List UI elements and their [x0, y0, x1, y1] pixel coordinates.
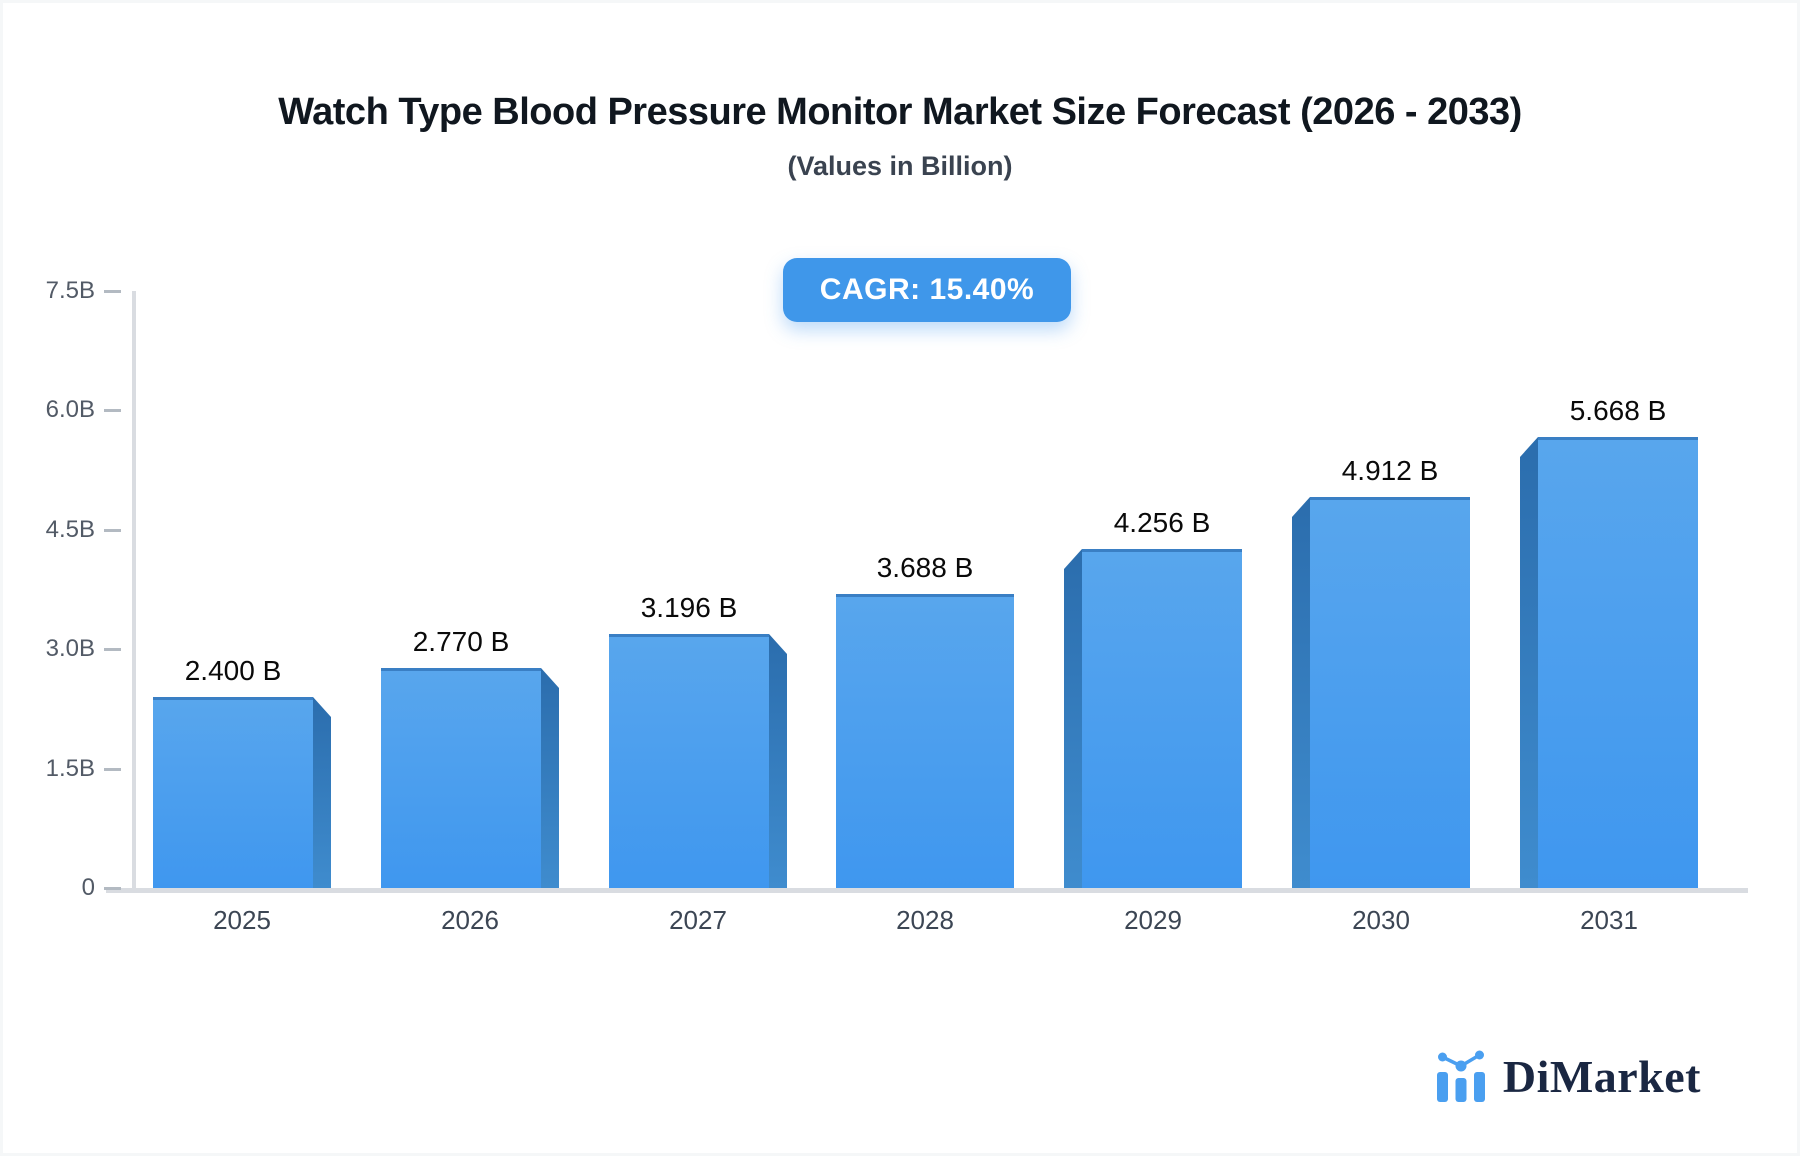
y-axis-tick-label: 0	[81, 874, 95, 901]
bar-2027[interactable]	[609, 634, 787, 888]
bar-face[interactable]	[381, 668, 541, 888]
y-axis-tick-mark	[104, 767, 121, 771]
bar-value-label: 3.688 B	[876, 552, 974, 583]
bar-face[interactable]	[1082, 549, 1242, 888]
bar-2026[interactable]	[381, 668, 559, 888]
y-axis-tick-label: 4.5B	[45, 515, 95, 543]
bar-face[interactable]	[836, 594, 1014, 888]
bar-face[interactable]	[609, 634, 769, 888]
bar-side-panel	[313, 697, 331, 888]
bar-2025[interactable]	[153, 697, 331, 888]
bar-side-panel	[541, 668, 559, 888]
y-axis-tick-mark	[104, 528, 121, 532]
bar-2030[interactable]	[1292, 497, 1470, 888]
y-axis-tick-mark	[104, 887, 121, 890]
bar-side-panel	[1064, 549, 1082, 888]
bar-face[interactable]	[1538, 437, 1698, 888]
x-axis-label-2026: 2026	[441, 905, 499, 935]
logo-wordmark: DiMarket	[1502, 1050, 1701, 1102]
x-axis-label-2031: 2031	[1580, 905, 1638, 935]
y-axis-tick-label: 7.5B	[45, 277, 95, 304]
x-axis-label-2027: 2027	[669, 905, 727, 935]
x-axis-baseline	[106, 888, 1748, 893]
y-axis-tick-label: 3.0B	[45, 635, 95, 663]
bar-value-label: 2.770 B	[412, 626, 510, 657]
y-axis-tick-mark	[104, 409, 121, 413]
y-axis-tick-label: 1.5B	[45, 754, 95, 782]
bar-2029[interactable]	[1064, 549, 1242, 888]
x-axis-label-2029: 2029	[1124, 905, 1182, 935]
bar-2028[interactable]	[836, 594, 1014, 888]
page-title: Watch Type Blood Pressure Monitor Market…	[278, 91, 1522, 133]
mini-bar-line-chart-icon	[1436, 1050, 1485, 1102]
bar-value-label: 3.196 B	[640, 592, 738, 623]
y-axis-tick-label: 6.0B	[45, 396, 95, 424]
cagr-badge: CAGR: 15.40%	[783, 258, 1071, 322]
bar-side-panel	[1292, 497, 1310, 888]
x-axis-label-2030: 2030	[1352, 905, 1410, 935]
bar-value-label: 5.668 B	[1569, 395, 1667, 426]
x-axis-label-2025: 2025	[213, 905, 271, 935]
x-axis-label-2028: 2028	[896, 905, 954, 935]
dimarket-logo: DiMarket	[1433, 1049, 1701, 1103]
bar-face[interactable]	[153, 697, 313, 888]
bar-value-label: 4.256 B	[1113, 507, 1211, 538]
bar-chart: 7.5B 6.0B 4.5B 3.0B 1.5B 0 2.400 B 2025 2.770 B 2…	[3, 3, 1797, 1153]
y-axis-tick-mark	[104, 648, 121, 652]
chart-subtitle: (Values in Billion)	[787, 151, 1013, 181]
bar-value-label: 4.912 B	[1341, 455, 1439, 486]
y-axis-line	[132, 291, 136, 889]
bar-2031[interactable]	[1520, 437, 1698, 888]
y-axis-tick-mark	[104, 290, 121, 293]
bar-side-panel	[1520, 437, 1538, 888]
bar-side-panel	[769, 634, 787, 888]
bar-value-label: 2.400 B	[184, 655, 282, 686]
bar-face[interactable]	[1310, 497, 1470, 888]
